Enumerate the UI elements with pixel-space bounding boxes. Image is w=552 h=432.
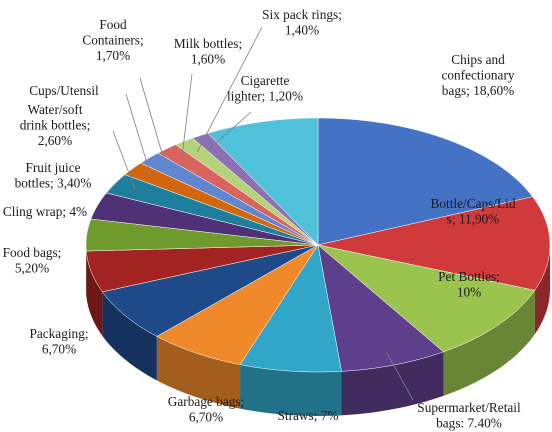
slice-label-water-soft-drink-bottles-2-60: Water/soft drink bottles; 2,60% [20, 102, 91, 148]
slice-label-line: Chips and [451, 52, 505, 67]
slice-label-line: Food [99, 17, 127, 32]
slice-label-line: bags; 18,60% [442, 83, 514, 98]
slice-label-line: bottles; 3,40% [15, 176, 92, 191]
slice-label-line: 10% [457, 285, 481, 300]
leader-line-water-soft-drink-bottles-2-60 [112, 130, 136, 190]
slice-label-line: Cling wrap; 4% [3, 204, 87, 219]
pie-slice-food-bags-5-20 [85, 244, 319, 293]
pie-side-garbage-bags-6-70 [156, 336, 241, 409]
pie-slice-cling-wrap-4 [85, 218, 319, 252]
slice-label-line: 6,70% [42, 342, 76, 357]
slice-label-line: 2,60% [38, 133, 72, 148]
slice-label-milk-bottles-1-60: Milk bottles; 1,60% [174, 36, 242, 67]
pie-slice-food-containers-1-70 [140, 152, 319, 246]
pie-slice-straws-7 [239, 244, 342, 373]
leader-lines [112, 26, 414, 401]
slice-label-line: Food bags; [3, 245, 62, 260]
pie-side-straws-7 [240, 364, 342, 416]
slice-label-food-bags-5-20: Food bags; 5,20% [3, 245, 62, 276]
pie-slice-supermarket-retail-bags-7-40 [317, 244, 444, 372]
slice-label-line: Garbage bags; [168, 394, 244, 409]
slice-label-line: 1,40% [285, 23, 319, 38]
slice-label-pet-bottles-10: Pet Bottles; 10% [438, 269, 500, 300]
slice-label-line: 6,70% [189, 410, 223, 425]
slice-label-line: Containers; [82, 33, 143, 48]
pie-slice-packaging-6-70 [101, 244, 319, 337]
pie-side-pet-bottles-10 [443, 290, 535, 396]
slice-label-line: drink bottles; [20, 118, 91, 133]
slice-label-line: Pet Bottles; [438, 269, 500, 284]
slice-label-line: Packaging; [29, 326, 88, 341]
slice-label-line: 1,60% [191, 52, 225, 67]
slice-label-six-pack-rings-1-40: Six pack rings; 1,40% [262, 7, 342, 38]
leader-line-six-pack-rings-1-40 [197, 26, 263, 152]
slice-label-line: Cups/Utensil [29, 83, 99, 98]
leader-line-supermarket-retail-bags-7-40 [386, 352, 414, 401]
pie-slice-milk-bottles-1-60 [157, 144, 319, 246]
slice-label-chips-and-confectionary-bags-18-60: Chips and confectionary bags; 18,60% [441, 52, 514, 98]
slice-label-line: s; 11,90% [447, 212, 500, 227]
slice-label-cigarette-lighter-1-20: Cigarette lighter; 1,20% [227, 73, 303, 104]
slice-label-bottle-caps-lid-s-11-90: Bottle/Caps/Lid s; 11,90% [431, 196, 516, 227]
pie-side-packaging-6-70 [102, 291, 157, 381]
pie-slice-pet-bottles-10 [317, 244, 536, 353]
slice-label-line: Milk bottles; [174, 36, 242, 51]
slice-label-packaging-6-70: Packaging; 6,70% [29, 326, 88, 357]
leader-line-milk-bottles-1-60 [181, 73, 193, 159]
pie-slice-bottle-caps-lids-11-90 [317, 196, 551, 291]
slice-label-line: Water/soft [27, 102, 82, 117]
slice-label-line: Fruit juice [25, 160, 80, 175]
pie-slice-garbage-bags-6-70 [156, 244, 319, 365]
pie-slice-water-soft-drink-bottles-2-60 [105, 174, 319, 246]
pie-top-slices [85, 117, 551, 373]
leader-line-food-containers-1-70 [139, 77, 167, 167]
slice-label-line: lighter; 1,20% [227, 89, 303, 104]
leader-line-cups-utensil [125, 93, 152, 177]
pie-side-food-bags-5-20 [86, 251, 103, 336]
slice-label-food-containers-1-70: Food Containers; 1,70% [82, 17, 143, 63]
slice-label-line: 5,20% [15, 261, 49, 276]
slice-label-fruit-juice-bottles-3-40: Fruit juice bottles; 3,40% [15, 160, 92, 191]
slice-label-line: 1,70% [96, 48, 130, 63]
pie-side-supermarket-retail-bags-7-40 [341, 351, 444, 416]
slice-label-supermarket-retail-bags-7-40: Supermarket/Retail bags: 7.40% [417, 400, 521, 431]
slice-label-cups-utensil: Cups/Utensil [29, 83, 99, 98]
slice-label-straws-7: Straws; 7% [278, 408, 339, 423]
slice-label-line: Supermarket/Retail [417, 400, 521, 415]
slice-label-line: confectionary [441, 68, 514, 83]
pie-slice-chips-and-confectionary-bags-18-60 [317, 117, 533, 246]
pie-slice-unlabeled [207, 117, 319, 246]
slice-label-line: Cigarette [241, 73, 290, 88]
pie-slice-fruit-juice-bottles-3-40 [90, 192, 319, 246]
pie-side-bottle-caps-lids-11-90 [534, 245, 550, 335]
slice-labels: Chips and confectionary bags; 18,60% Bottle… [3, 7, 521, 431]
slice-label-garbage-bags-6-70: Garbage bags; 6,70% [168, 394, 244, 425]
slice-label-cling-wrap-4: Cling wrap; 4% [3, 204, 87, 219]
slice-label-line: Bottle/Caps/Lid [431, 196, 516, 211]
pie-slice-cups-utensil [124, 162, 319, 246]
pie-side-walls [86, 245, 550, 416]
slice-label-line: bags: 7.40% [436, 416, 502, 431]
leader-line-cigarette-lighter-1-20 [211, 111, 252, 147]
slice-label-line: Six pack rings; [262, 7, 342, 22]
slice-label-line: Straws; 7% [278, 408, 339, 423]
